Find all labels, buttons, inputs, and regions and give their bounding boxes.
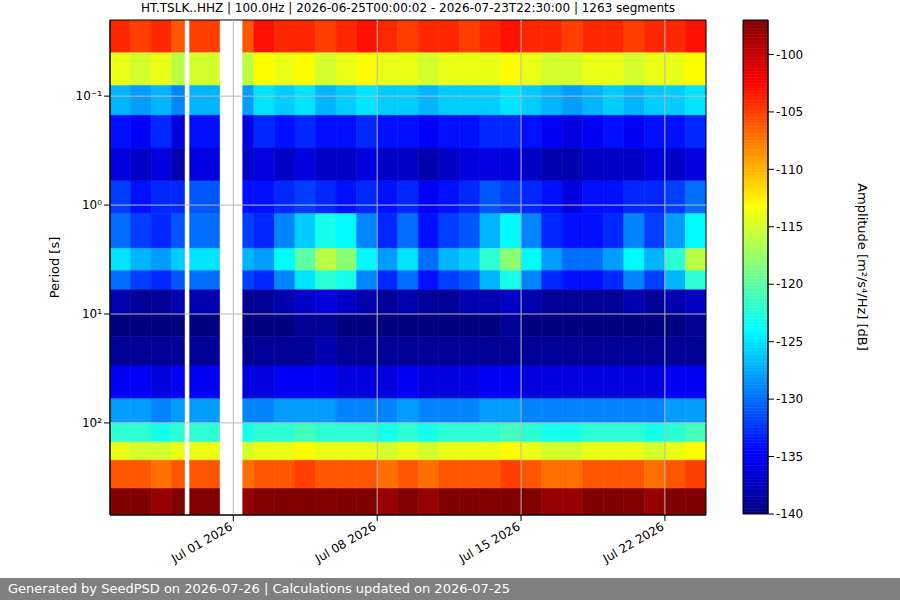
- svg-text:Amplitude [m²/s⁴/Hz] [dB]: Amplitude [m²/s⁴/Hz] [dB]: [855, 183, 870, 351]
- svg-text:-130: -130: [776, 392, 803, 406]
- svg-text:Jul 01 2026: Jul 01 2026: [168, 519, 235, 566]
- html-text:HT.TSLK..HHZ | 100.0Hz | 2026-: HT.TSLK..HHZ | 100.0Hz | 2026-06-25T00:0…: [141, 1, 675, 15]
- svg-text:-125: -125: [776, 335, 803, 349]
- svg-text:Period [s]: Period [s]: [47, 237, 62, 299]
- svg-text:Jul 08 2026: Jul 08 2026: [312, 519, 379, 566]
- html-text:Generated by SeedPSD on 2026-0: Generated by SeedPSD on 2026-07-26 | Cal…: [8, 581, 510, 596]
- svg-text:-135: -135: [776, 450, 803, 464]
- svg-text:-140: -140: [776, 507, 803, 521]
- svg-text:10⁰: 10⁰: [82, 198, 102, 212]
- svg-text:-115: -115: [776, 220, 803, 234]
- svg-text:Jul 15 2026: Jul 15 2026: [456, 519, 523, 566]
- svg-text:10⁻¹: 10⁻¹: [76, 89, 103, 103]
- svg-text:10¹: 10¹: [82, 307, 102, 321]
- svg-text:10²: 10²: [82, 416, 102, 430]
- svg-text:-105: -105: [776, 105, 803, 119]
- svg-text:Jul 22 2026: Jul 22 2026: [600, 519, 667, 566]
- svg-text:-120: -120: [776, 277, 803, 291]
- svg-text:-100: -100: [776, 48, 803, 62]
- svg-text:-110: -110: [776, 163, 803, 177]
